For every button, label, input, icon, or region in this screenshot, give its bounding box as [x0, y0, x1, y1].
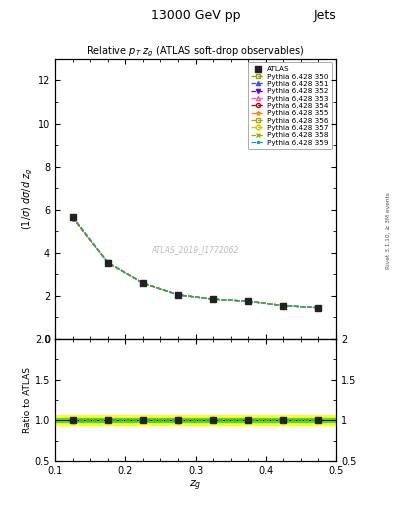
Title: Relative $p_T$ $z_g$ (ATLAS soft-drop observables): Relative $p_T$ $z_g$ (ATLAS soft-drop ob…: [86, 45, 305, 59]
Y-axis label: $(1/\sigma)$ $d\sigma/d$ $z_g$: $(1/\sigma)$ $d\sigma/d$ $z_g$: [20, 168, 35, 230]
Text: ATLAS_2019_I1772062: ATLAS_2019_I1772062: [152, 245, 239, 254]
Text: Jets: Jets: [313, 9, 336, 23]
Legend: ATLAS, Pythia 6.428 350, Pythia 6.428 351, Pythia 6.428 352, Pythia 6.428 353, P: ATLAS, Pythia 6.428 350, Pythia 6.428 35…: [248, 62, 332, 150]
Y-axis label: Ratio to ATLAS: Ratio to ATLAS: [23, 367, 32, 433]
Text: 13000 GeV pp: 13000 GeV pp: [151, 9, 240, 23]
X-axis label: $z_g$: $z_g$: [189, 478, 202, 493]
Text: Rivet 3.1.10, ≥ 3M events: Rivet 3.1.10, ≥ 3M events: [386, 192, 391, 269]
